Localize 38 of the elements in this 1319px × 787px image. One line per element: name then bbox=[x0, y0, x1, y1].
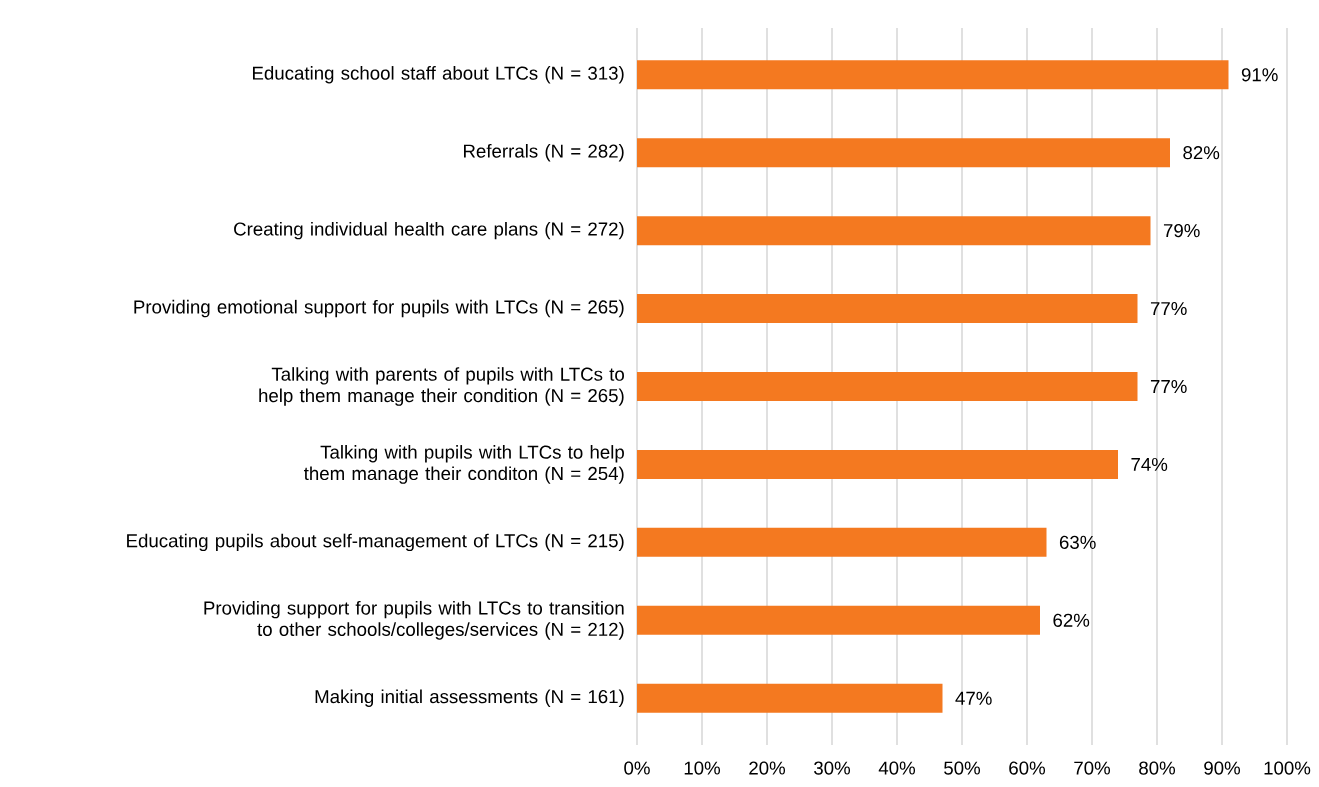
y-tick-label: Talking with parents of pupils with LTCs to help them manage their condition (N = 265) bbox=[259, 367, 624, 406]
y-tick-label: Creating individual health care plans (N = 272) bbox=[234, 221, 624, 240]
bar bbox=[637, 527, 1047, 557]
data-label: 91% bbox=[1241, 68, 1278, 82]
bar bbox=[637, 294, 1138, 324]
data-label: 62% bbox=[1053, 613, 1090, 627]
bar bbox=[637, 371, 1138, 401]
y-tick-label: Talking with pupils with LTCs to help them manage their conditon (N = 254) bbox=[303, 445, 624, 484]
x-tick-label: 50% bbox=[944, 761, 981, 775]
bar bbox=[637, 216, 1151, 246]
y-tick-label: Referrals (N = 282) bbox=[464, 144, 624, 162]
data-label: 79% bbox=[1163, 224, 1200, 238]
x-tick-label: 0% bbox=[624, 761, 650, 775]
x-tick-label: 40% bbox=[878, 761, 916, 775]
data-label: 74% bbox=[1131, 457, 1168, 471]
data-label: 82% bbox=[1183, 146, 1220, 160]
x-tick-label: 90% bbox=[1204, 761, 1241, 775]
y-tick-label: Providing emotional support for pupils with LTCs (N = 265) bbox=[134, 299, 624, 318]
bar bbox=[637, 683, 943, 713]
bar bbox=[637, 605, 1040, 635]
y-tick-label: Providing support for pupils with LTCs to transition to other schools/colleges/services (N = 212) bbox=[204, 600, 624, 640]
data-label: 77% bbox=[1150, 379, 1187, 394]
x-tick-label: 30% bbox=[814, 761, 851, 775]
x-tick-label: 80% bbox=[1139, 761, 1176, 775]
y-tick-label: Educating pupils about self-management of LTCs (N = 215) bbox=[127, 533, 624, 552]
x-tick-label: 20% bbox=[749, 761, 786, 775]
bar bbox=[637, 60, 1229, 90]
x-tick-label: 10% bbox=[684, 761, 721, 775]
y-tick-label: Making initial assessments (N = 161) bbox=[315, 689, 624, 707]
x-tick-label: 60% bbox=[1009, 761, 1046, 775]
bar bbox=[637, 449, 1118, 479]
data-label: 77% bbox=[1150, 302, 1187, 316]
data-label: 63% bbox=[1059, 535, 1096, 549]
data-label: 47% bbox=[955, 691, 992, 705]
x-tick-label: 100% bbox=[1264, 761, 1311, 775]
x-tick-label: 70% bbox=[1074, 761, 1111, 775]
y-tick-label: Educating school staff about LTCs (N = 313) bbox=[252, 66, 624, 84]
bar bbox=[637, 138, 1170, 168]
